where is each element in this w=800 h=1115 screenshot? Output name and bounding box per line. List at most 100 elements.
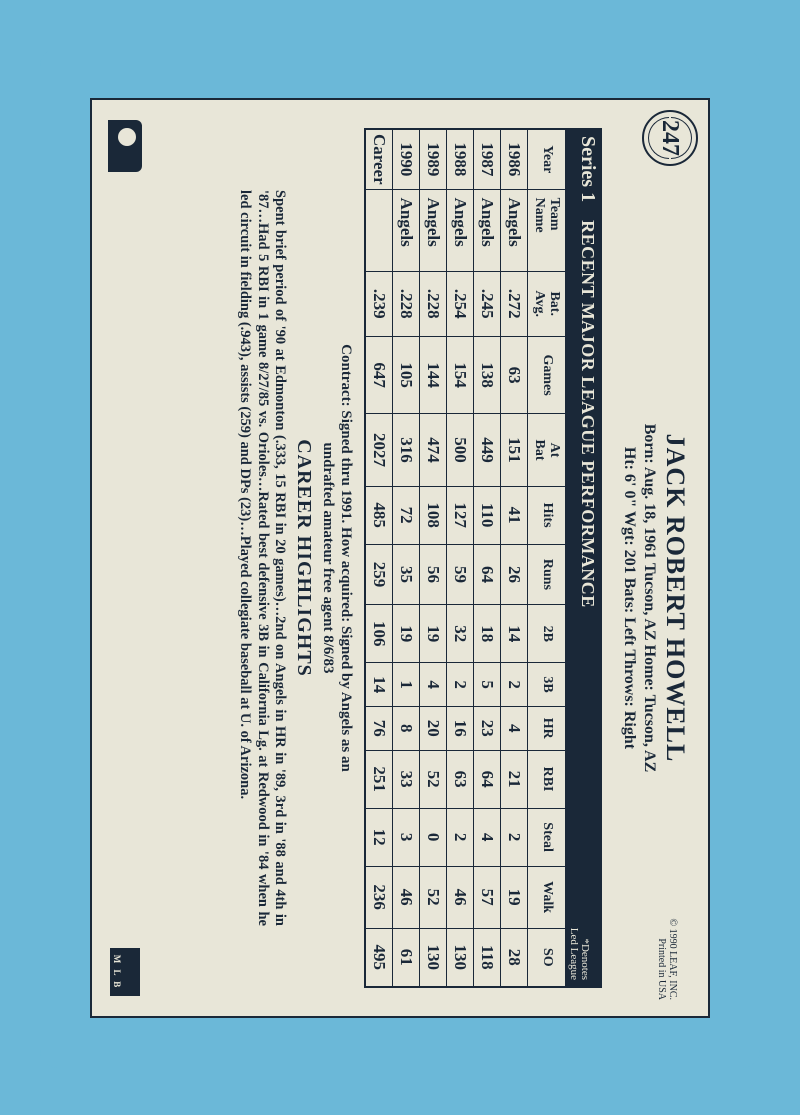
copyright-line2: Printed in USA xyxy=(656,918,667,1000)
table-cell: 2027 xyxy=(365,413,393,485)
table-cell: 63 xyxy=(500,336,527,414)
table-cell: 130 xyxy=(446,928,473,987)
table-cell: 14 xyxy=(365,662,393,706)
copyright-block: © 1990 LEAF, INC. Printed in USA xyxy=(656,918,678,1000)
table-cell: 1986 xyxy=(500,129,527,189)
table-cell: 26 xyxy=(500,544,527,605)
stats-col-header: RBI xyxy=(527,750,565,808)
series-note-1: *Denotes xyxy=(579,938,591,980)
table-cell: 127 xyxy=(446,486,473,544)
stats-col-header: SO xyxy=(527,928,565,987)
stats-header-row: YearTeamNameBat.Avg.GamesAtBatHitsRuns2B… xyxy=(527,129,565,987)
table-cell: 151 xyxy=(500,413,527,485)
table-cell: 316 xyxy=(392,413,419,485)
table-cell: 449 xyxy=(473,413,500,485)
table-cell: 20 xyxy=(419,706,446,750)
table-cell: 64 xyxy=(473,750,500,808)
table-cell: 2 xyxy=(446,662,473,706)
table-cell: 33 xyxy=(392,750,419,808)
stats-col-header: Hits xyxy=(527,486,565,544)
table-cell: 35 xyxy=(392,544,419,605)
series-title: RECENT MAJOR LEAGUE PERFORMANCE xyxy=(577,220,598,928)
table-cell: 61 xyxy=(392,928,419,987)
table-cell: .245 xyxy=(473,271,500,336)
table-cell: 19 xyxy=(500,866,527,928)
table-cell: 0 xyxy=(419,808,446,866)
table-cell: 1988 xyxy=(446,129,473,189)
table-cell: 59 xyxy=(446,544,473,605)
table-cell: 72 xyxy=(392,486,419,544)
stats-col-header: Bat.Avg. xyxy=(527,271,565,336)
table-row: 1988Angels.254154500127593221663246130 xyxy=(446,129,473,987)
mlb-text-logo-icon: M L B xyxy=(110,948,140,996)
mlb-text: M L B xyxy=(112,954,122,989)
card-outer: 247 © 1990 LEAF, INC. Printed in USA JAC… xyxy=(40,48,760,1068)
stats-col-header: Steal xyxy=(527,808,565,866)
card-inner: 247 © 1990 LEAF, INC. Printed in USA JAC… xyxy=(90,98,710,1018)
table-cell: 108 xyxy=(419,486,446,544)
table-cell: 52 xyxy=(419,750,446,808)
table-cell: Angels xyxy=(473,189,500,271)
stats-table: YearTeamNameBat.Avg.GamesAtBatHitsRuns2B… xyxy=(364,128,565,988)
table-cell: .272 xyxy=(500,271,527,336)
table-cell: 41 xyxy=(500,486,527,544)
stats-col-header: Runs xyxy=(527,544,565,605)
table-cell: 12 xyxy=(365,808,393,866)
table-cell: 500 xyxy=(446,413,473,485)
stats-col-header: 2B xyxy=(527,604,565,662)
table-cell: 485 xyxy=(365,486,393,544)
copyright-line1: © 1990 LEAF, INC. xyxy=(667,918,678,1000)
highlights-body: Spent brief period of '90 at Edmonton (.… xyxy=(236,190,288,926)
table-cell: 14 xyxy=(500,604,527,662)
table-cell: 57 xyxy=(473,866,500,928)
table-cell: Angels xyxy=(419,189,446,271)
table-cell: 28 xyxy=(500,928,527,987)
table-cell: 2 xyxy=(446,808,473,866)
table-cell: 474 xyxy=(419,413,446,485)
table-row: 1986Angels.27263151412614242121928 xyxy=(500,129,527,987)
table-cell: 259 xyxy=(365,544,393,605)
table-cell: 21 xyxy=(500,750,527,808)
stats-col-header: 3B xyxy=(527,662,565,706)
table-cell: 19 xyxy=(392,604,419,662)
table-cell: 1989 xyxy=(419,129,446,189)
stats-col-header: Games xyxy=(527,336,565,414)
table-cell: 4 xyxy=(500,706,527,750)
stats-table-head: YearTeamNameBat.Avg.GamesAtBatHitsRuns2B… xyxy=(527,129,565,987)
table-cell: .239 xyxy=(365,271,393,336)
table-cell: 118 xyxy=(473,928,500,987)
table-cell: 76 xyxy=(365,706,393,750)
card-content: 247 © 1990 LEAF, INC. Printed in USA JAC… xyxy=(90,98,710,1018)
table-cell: 46 xyxy=(392,866,419,928)
series-bar: Series 1 RECENT MAJOR LEAGUE PERFORMANCE… xyxy=(565,128,602,988)
table-cell xyxy=(365,189,393,271)
table-cell: 2 xyxy=(500,662,527,706)
stats-col-header: AtBat xyxy=(527,413,565,485)
table-cell: .228 xyxy=(392,271,419,336)
bio-line-2: Ht: 6' 0" Wgt: 201 Bats: Left Throws: Ri… xyxy=(620,208,638,988)
series-note: *Denotes Led League xyxy=(568,927,590,979)
table-cell: Angels xyxy=(500,189,527,271)
table-cell: 110 xyxy=(473,486,500,544)
table-cell: 23 xyxy=(473,706,500,750)
contract-block: Contract: Signed thru 1991. How acquired… xyxy=(319,128,354,988)
table-cell: 16 xyxy=(446,706,473,750)
table-cell: 1990 xyxy=(392,129,419,189)
table-cell: 4 xyxy=(473,808,500,866)
series-note-2: Led League xyxy=(568,927,580,979)
table-row: Career.239647202748525910614762511223649… xyxy=(365,129,393,987)
table-cell: .228 xyxy=(419,271,446,336)
table-cell: Career xyxy=(365,129,393,189)
table-cell: 144 xyxy=(419,336,446,414)
table-cell: 495 xyxy=(365,928,393,987)
table-cell: 8 xyxy=(392,706,419,750)
table-row: 1990Angels.228105316723519183334661 xyxy=(392,129,419,987)
contract-line-2: undrafted amateur free agent 8/6/83 xyxy=(319,128,336,988)
stats-col-header: HR xyxy=(527,706,565,750)
header-block: JACK ROBERT HOWELL Born: Aug. 18, 1961 T… xyxy=(620,208,690,988)
table-cell: 32 xyxy=(446,604,473,662)
table-cell: 4 xyxy=(419,662,446,706)
table-cell: 5 xyxy=(473,662,500,706)
mlb-batter-logo-icon xyxy=(108,120,142,172)
stats-col-header: TeamName xyxy=(527,189,565,271)
